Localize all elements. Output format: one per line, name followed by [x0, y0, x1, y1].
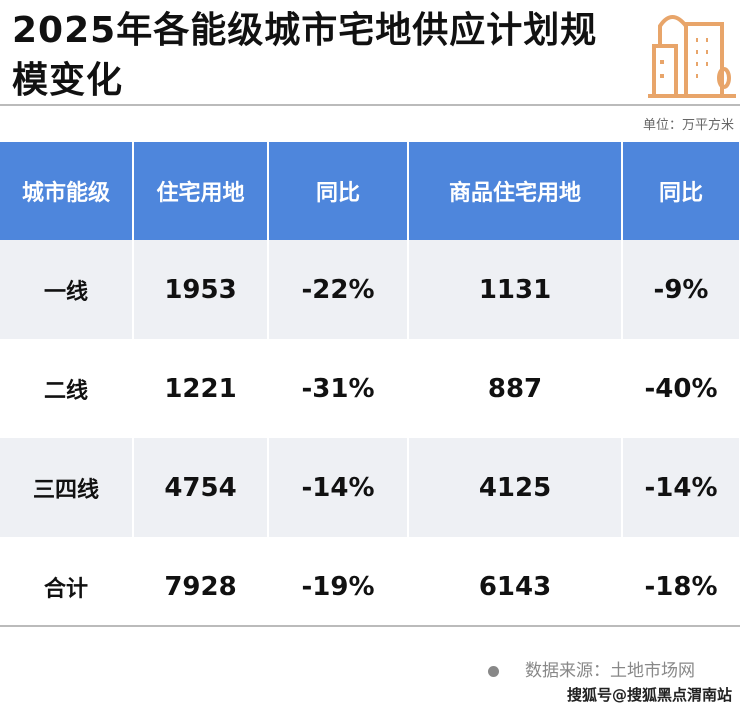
- source-text: 数据来源：土地市场网: [525, 661, 695, 681]
- col-header: 城市能级: [0, 142, 134, 240]
- cell: -9%: [622, 240, 740, 339]
- cell: -19%: [268, 537, 409, 636]
- cell: 1131: [408, 240, 623, 339]
- table-row: 一线 1953 -22% 1131 -9%: [0, 240, 740, 339]
- supply-table: 城市能级 住宅用地 同比 商品住宅用地 同比 一线 1953 -22% 1131 -9%…: [0, 142, 740, 636]
- cell: 4125: [408, 438, 623, 537]
- building-icon: [648, 15, 736, 98]
- cell: -18%: [622, 537, 740, 636]
- cell: 6143: [408, 537, 623, 636]
- page-title: 2025年各能级城市宅地供应计划规模变化: [12, 10, 598, 101]
- table-row: 三四线 4754 -14% 4125 -14%: [0, 438, 740, 537]
- cell: -31%: [268, 339, 409, 438]
- cell: 1221: [133, 339, 269, 438]
- cell: -14%: [268, 438, 409, 537]
- divider: [0, 625, 740, 627]
- cell: -14%: [622, 438, 740, 537]
- bullet-icon: [488, 665, 499, 677]
- cell: 1953: [133, 240, 269, 339]
- cell: 887: [408, 339, 623, 438]
- table-header: 城市能级 住宅用地 同比 商品住宅用地 同比: [0, 142, 740, 240]
- cell: 三四线: [0, 438, 134, 537]
- col-header: 商品住宅用地: [408, 142, 623, 240]
- cell: 合计: [0, 537, 134, 636]
- table-row: 合计 7928 -19% 6143 -18%: [0, 537, 740, 636]
- col-header: 同比: [622, 142, 740, 240]
- col-header: 同比: [268, 142, 409, 240]
- source-note: 数据来源：土地市场网: [488, 656, 695, 681]
- watermark: 搜狐号@搜狐黑点渭南站: [566, 686, 732, 704]
- cell: 二线: [0, 339, 134, 438]
- unit-label: 单位：万平方米: [642, 118, 734, 133]
- cell: 7928: [133, 537, 269, 636]
- divider: [0, 104, 740, 106]
- cell: -22%: [268, 240, 409, 339]
- cell: -40%: [622, 339, 740, 438]
- table-row: 二线 1221 -31% 887 -40%: [0, 339, 740, 438]
- cell: 一线: [0, 240, 134, 339]
- cell: 4754: [133, 438, 269, 537]
- col-header: 住宅用地: [133, 142, 269, 240]
